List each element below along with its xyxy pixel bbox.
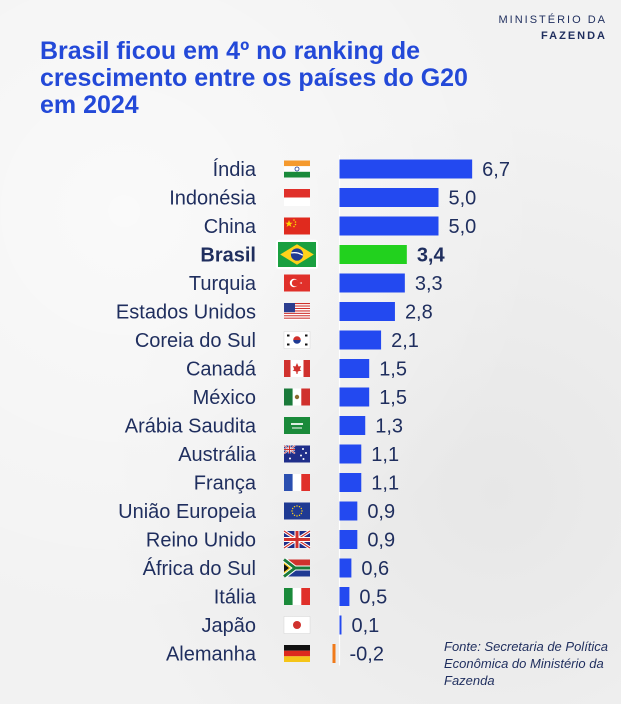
category-label: México <box>193 387 256 409</box>
bar <box>339 330 382 350</box>
value-label: 5,0 <box>449 216 477 238</box>
bar <box>339 188 439 207</box>
india-flag-icon <box>284 160 310 178</box>
bar <box>332 644 336 663</box>
japan-flag-icon <box>283 616 311 634</box>
value-label: 1,1 <box>371 473 399 495</box>
value-label: 3,3 <box>415 273 443 295</box>
saudi-arabia-flag-icon <box>284 417 310 434</box>
brand-line-2: FAZENDA <box>541 30 607 42</box>
bar <box>339 216 439 236</box>
bar <box>339 416 366 435</box>
category-label: Índia <box>213 158 257 181</box>
page-title: Brasil ficou em 4º no ranking de crescim… <box>40 37 468 119</box>
usa-flag-icon <box>284 303 310 321</box>
category-label: Indonésia <box>169 188 257 210</box>
south-africa-flag-icon <box>282 557 310 579</box>
bar <box>339 615 342 635</box>
category-label: China <box>204 216 257 238</box>
france-flag-icon <box>284 474 310 491</box>
category-label: Itália <box>214 587 257 609</box>
bar <box>339 273 405 293</box>
value-label: 3,4 <box>417 245 446 267</box>
value-label: 1,5 <box>379 359 407 381</box>
category-label: Reino Unido <box>146 530 256 552</box>
value-label: 0,1 <box>351 615 379 637</box>
china-flag-icon <box>284 217 310 235</box>
value-label: 0,9 <box>367 501 395 523</box>
value-label: 5,0 <box>449 188 477 210</box>
united-kingdom-flag-icon <box>283 529 311 550</box>
turkey-flag-icon <box>284 274 310 292</box>
bar <box>339 530 358 549</box>
bar <box>339 359 370 378</box>
germany-flag-icon <box>284 645 310 662</box>
value-label: 0,6 <box>361 558 389 580</box>
european-union-flag-icon <box>284 502 310 520</box>
category-label: Turquia <box>189 273 257 295</box>
australia-flag-icon <box>283 444 310 463</box>
bar <box>339 302 395 321</box>
italy-flag-icon <box>284 588 310 605</box>
value-label: -0,2 <box>350 644 384 666</box>
category-label: Brasil <box>200 245 256 267</box>
category-label: Japão <box>202 615 257 637</box>
value-label: 1,1 <box>371 444 399 466</box>
value-label: 0,9 <box>367 530 395 552</box>
category-label: Canadá <box>186 359 257 381</box>
category-label: Coreia do Sul <box>135 330 256 352</box>
bar <box>339 387 370 407</box>
south-korea-flag-icon <box>283 331 311 349</box>
bar <box>339 444 362 464</box>
brand-line-1: MINISTÉRIO DA <box>498 14 607 26</box>
value-label: 1,3 <box>375 416 403 438</box>
bar <box>339 159 473 179</box>
ministry-logo: MINISTÉRIO DA FAZENDA <box>498 12 607 44</box>
mexico-flag-icon <box>284 388 310 406</box>
value-label: 2,1 <box>391 330 419 352</box>
indonesia-flag-icon <box>284 189 310 206</box>
canada-flag-icon <box>284 360 310 377</box>
brazil-flag-icon <box>275 239 319 270</box>
source-note: Fonte: Secretaria de Política Econômica … <box>444 639 609 688</box>
category-label: Austrália <box>178 444 257 466</box>
value-label: 6,7 <box>482 159 510 181</box>
value-label: 1,5 <box>379 387 407 409</box>
category-label: Arábia Saudita <box>125 416 257 438</box>
bar <box>339 245 407 264</box>
bar <box>339 558 352 578</box>
category-label: África do Sul <box>143 557 256 580</box>
category-label: França <box>194 473 257 495</box>
value-label: 0,5 <box>359 587 387 609</box>
bar <box>339 501 358 521</box>
bar <box>339 587 350 606</box>
bar <box>339 473 362 492</box>
category-label: Estados Unidos <box>116 302 256 324</box>
value-label: 2,8 <box>405 302 433 324</box>
category-label: União Europeia <box>118 501 257 523</box>
category-label: Alemanha <box>166 644 257 666</box>
